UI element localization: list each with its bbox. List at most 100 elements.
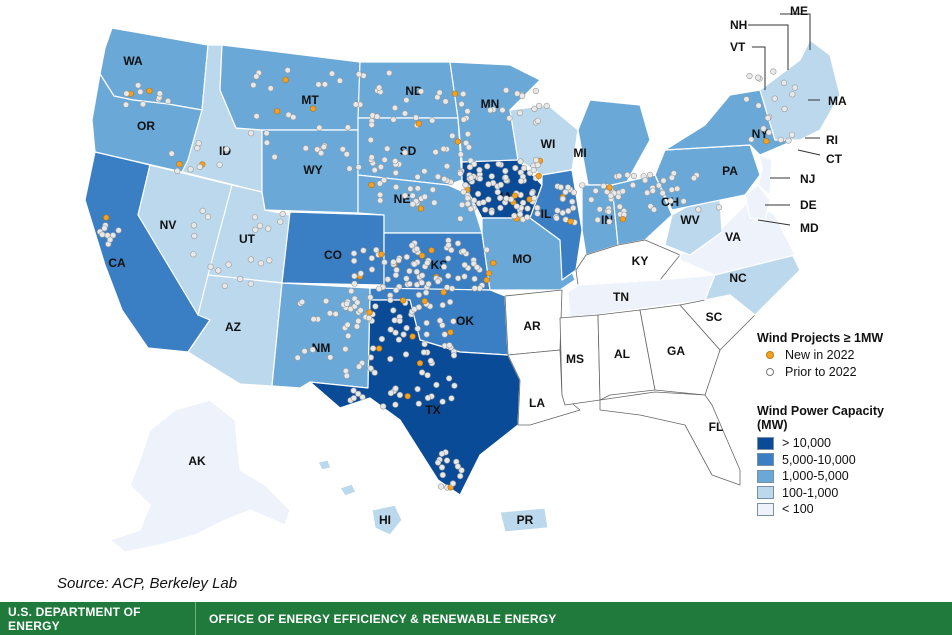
prior-project-dot [351, 257, 358, 265]
legend-new-row: New in 2022 [757, 347, 883, 364]
prior-project-dot [409, 192, 416, 199]
state-label-or: OR [137, 119, 155, 133]
prior-project-dot [411, 261, 418, 268]
prior-project-dot [434, 278, 442, 285]
prior-project-dot [668, 174, 676, 181]
prior-project-dot [400, 331, 407, 338]
new-project-dot [415, 120, 422, 127]
prior-project-dot [488, 173, 495, 180]
state-al [597, 309, 656, 401]
prior-project-dot [99, 231, 106, 238]
prior-project-dot [715, 204, 723, 211]
prior-project-dot [531, 195, 538, 202]
label-de: DE [800, 198, 817, 212]
prior-project-dot [482, 206, 489, 213]
prior-project-dot [267, 85, 274, 92]
prior-project-dot [357, 307, 364, 314]
prior-project-dot [372, 303, 379, 310]
prior-project-dot [464, 108, 471, 115]
footer-doe[interactable]: U.S. DEPARTMENT OF ENERGY [0, 602, 196, 635]
prior-project-dot [115, 227, 122, 234]
prior-project-dot [553, 215, 560, 222]
new-project-dot [376, 345, 383, 352]
state-label-pr: PR [517, 513, 534, 527]
prior-project-dot [434, 173, 442, 180]
state-hi-3 [317, 459, 332, 471]
prior-project-dot [318, 150, 325, 157]
prior-project-dot [446, 375, 453, 382]
footer-eere[interactable]: OFFICE OF ENERGY EFFICIENCY & RENEWABLE … [209, 611, 557, 626]
prior-project-dot [443, 457, 451, 464]
prior-project-dot [443, 163, 451, 170]
new-project-dot [417, 205, 425, 212]
prior-project-dot [350, 250, 358, 257]
swatch-1000-5000 [757, 469, 774, 483]
prior-project-dot [629, 182, 637, 189]
prior-project-dot [371, 369, 378, 376]
prior-project-dot [323, 298, 330, 305]
state-label-sd: SD [400, 144, 417, 158]
prior-project-dot [346, 165, 353, 172]
prior-project-dot [605, 208, 612, 215]
prior-project-dot [375, 285, 383, 292]
prior-project-dot [438, 464, 446, 471]
prior-project-dot [391, 317, 398, 324]
prior-project-dot [247, 256, 254, 263]
prior-project-dot [460, 248, 467, 255]
state-va [679, 199, 796, 276]
state-label-ne: NE [394, 192, 411, 206]
prior-project-dot [253, 73, 260, 80]
prior-project-dot [419, 369, 426, 376]
prior-project-dot [464, 195, 471, 202]
prior-project-dot [445, 242, 452, 249]
prior-project-dot [174, 167, 181, 175]
prior-project-dot [519, 92, 526, 99]
state-label-nd: ND [405, 84, 423, 98]
prior-project-dot [414, 173, 421, 181]
prior-project-dot [424, 372, 431, 379]
prior-project-dot-icon [766, 367, 774, 376]
state-label-nm: NM [312, 341, 331, 355]
prior-project-dot [401, 192, 409, 199]
prior-project-dot [467, 205, 474, 213]
prior-project-dot [223, 146, 230, 153]
prior-project-dot [414, 185, 421, 192]
prior-project-dot [463, 140, 470, 147]
prior-project-dot [367, 354, 375, 361]
prior-project-dot [314, 146, 321, 153]
prior-project-dot [387, 326, 394, 333]
prior-project-dot [532, 87, 539, 95]
prior-project-dot [374, 113, 381, 120]
prior-project-dot [415, 304, 423, 311]
prior-project-dot [139, 101, 147, 108]
prior-project-dot [250, 81, 257, 89]
state-label-pa: PA [722, 164, 738, 178]
prior-project-dot [395, 336, 403, 343]
prior-project-dot [451, 382, 458, 389]
prior-project-dot [441, 176, 448, 183]
legend-prior-label: Prior to 2022 [785, 364, 857, 379]
prior-project-dot [368, 121, 375, 128]
prior-project-dot [221, 282, 228, 290]
legend-new-label: New in 2022 [785, 348, 855, 363]
prior-project-dot [448, 247, 455, 254]
prior-project-dot [650, 206, 658, 213]
prior-project-dot [562, 189, 569, 196]
prior-project-dot [106, 236, 114, 243]
prior-project-dot [528, 190, 536, 197]
prior-project-dot [344, 124, 352, 131]
prior-project-dot [407, 185, 414, 192]
swatch-gt10000 [757, 436, 774, 450]
swatch-5000-10000 [757, 453, 774, 467]
prior-project-dot [454, 463, 462, 470]
prior-project-dot [457, 151, 464, 158]
new-project-dot [763, 138, 770, 145]
prior-project-dot [570, 189, 578, 196]
prior-project-dot [237, 275, 244, 283]
prior-project-dot [204, 213, 212, 220]
prior-project-dot [413, 245, 421, 253]
state-hi-2 [339, 483, 357, 497]
prior-project-dot [520, 165, 528, 172]
prior-project-dot [207, 263, 214, 270]
prior-project-dot [557, 184, 564, 191]
